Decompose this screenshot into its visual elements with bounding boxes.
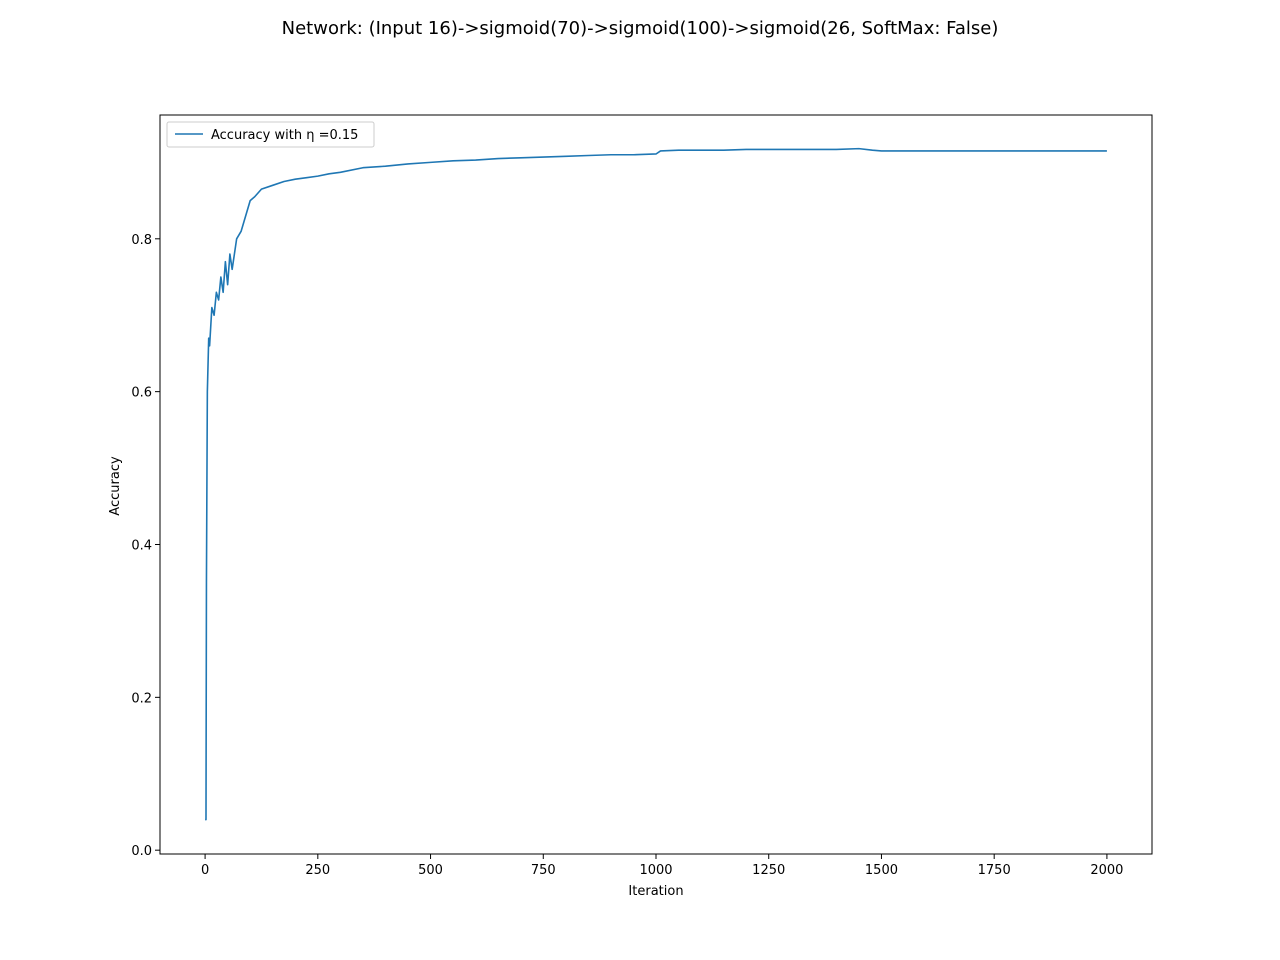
x-tick-label: 0 (201, 863, 209, 878)
y-tick-label: 0.8 (131, 233, 152, 248)
y-tick-label: 0.0 (131, 844, 152, 859)
x-tick-label: 2000 (1090, 863, 1123, 878)
x-tick-label: 1750 (978, 863, 1011, 878)
axis-ticks: 0 250 500 750 1000 1250 1500 1750 2000 0.0 0.2 0.4 0… (131, 233, 1123, 878)
x-tick-label: 750 (531, 863, 556, 878)
x-tick-label: 1500 (865, 863, 898, 878)
y-tick-label: 0.2 (131, 691, 152, 706)
chart-title: Network: (Input 16)->sigmoid(70)->sigmoi… (282, 18, 999, 39)
plot-area (160, 115, 1152, 854)
y-tick-label: 0.6 (131, 386, 152, 401)
y-tick-label: 0.4 (131, 538, 152, 553)
legend: Accuracy with η =0.15 (166, 121, 375, 148)
legend-label: Accuracy with η =0.15 (211, 128, 358, 143)
plot-frame (159, 114, 1153, 855)
x-tick-label: 1250 (752, 863, 785, 878)
accuracy-series-line (205, 147, 1107, 821)
x-tick-label: 1000 (639, 863, 672, 878)
x-tick-label: 250 (305, 863, 330, 878)
x-tick-label: 500 (418, 863, 443, 878)
legend-box (166, 121, 375, 148)
y-axis-label: Accuracy (108, 456, 123, 516)
x-axis-label: Iteration (628, 884, 683, 899)
